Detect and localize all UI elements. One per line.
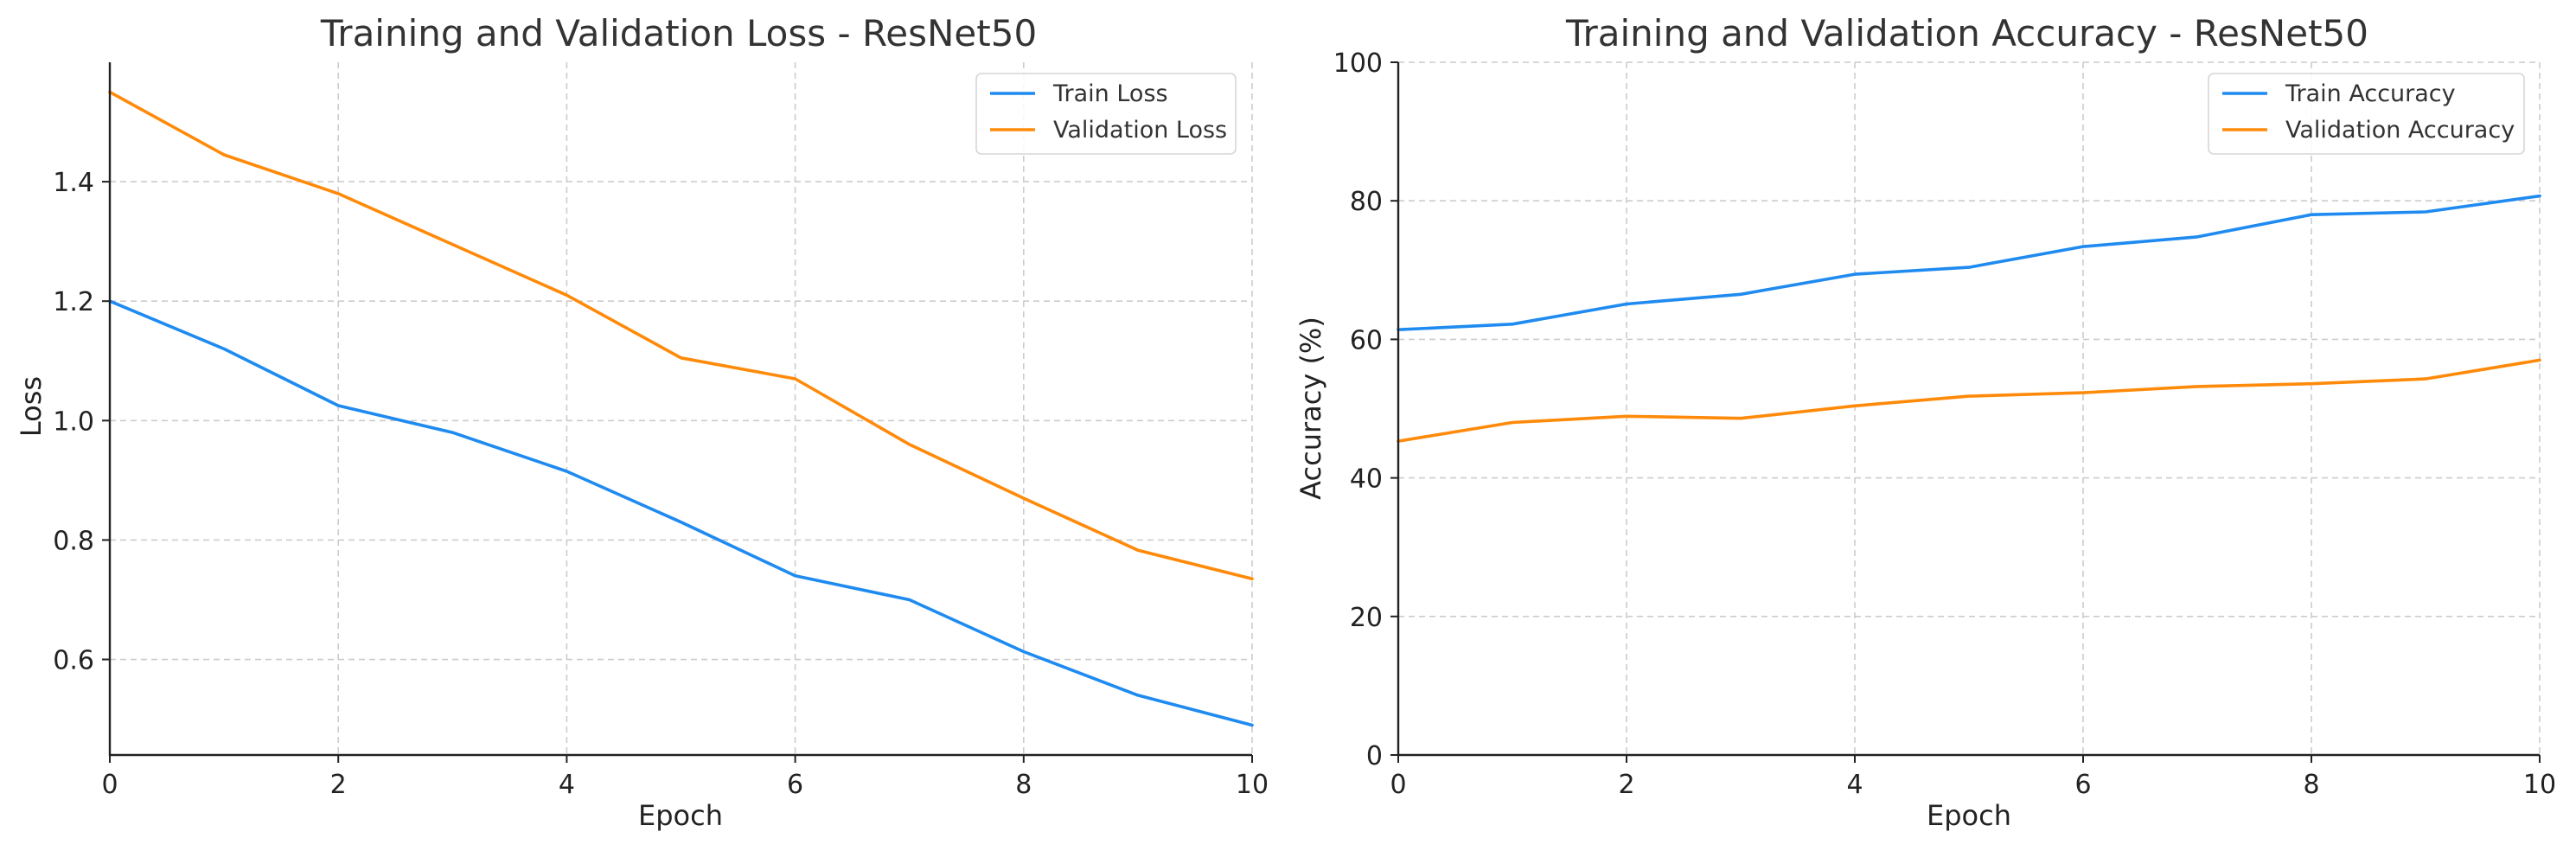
accuracy-chart-x-tick-label: 4	[1846, 770, 1863, 800]
loss-chart-x-tick-label: 6	[787, 770, 803, 800]
accuracy-chart-legend-train-label: Train Accuracy	[2285, 80, 2456, 107]
accuracy-chart-validation-line	[1397, 358, 2541, 443]
loss-chart-axes	[108, 62, 1252, 757]
accuracy-chart-y-tick-label: 20	[1350, 603, 1383, 633]
accuracy-chart-x-tick-label: 10	[2523, 770, 2556, 800]
loss-chart-y-axis-label: Loss	[15, 376, 48, 437]
accuracy-chart-x-tick-label: 6	[2074, 770, 2091, 800]
loss-chart-title: Training and Validation Loss - ResNet50	[320, 12, 1037, 54]
accuracy-chart-y-tick-label: 0	[1366, 741, 1383, 771]
accuracy-chart-y-tick-label: 100	[1333, 48, 1383, 79]
accuracy-chart-grid	[1397, 61, 2541, 756]
loss-chart-series	[108, 90, 1254, 727]
accuracy-chart-series	[1397, 194, 2541, 443]
accuracy-chart-x-tick-label: 2	[1618, 770, 1634, 800]
loss-chart-ticks: 0 2 4 6 8 10 0.6 0.8 1.0 1.2 1.4	[53, 168, 1269, 800]
accuracy-chart-legend-validation-label: Validation Accuracy	[2285, 117, 2515, 144]
loss-chart-y-tick-label: 0.8	[53, 526, 94, 556]
loss-chart-y-tick-label: 1.2	[53, 287, 94, 317]
loss-chart-grid	[109, 62, 1253, 755]
accuracy-chart-y-tick-label: 60	[1350, 325, 1383, 355]
accuracy-chart-y-tick-label: 40	[1350, 464, 1383, 495]
loss-chart-x-axis-label: Epoch	[638, 799, 723, 832]
accuracy-chart-x-tick-label: 0	[1390, 770, 1406, 800]
accuracy-chart-x-axis-label: Epoch	[1927, 799, 2011, 832]
loss-chart-x-tick-label: 8	[1015, 770, 1032, 800]
loss-chart: 0 2 4 6 8 10 0.6 0.8 1.0 1.2 1.4 Training and Vali…	[15, 12, 1269, 832]
loss-chart-x-tick-label: 10	[1236, 770, 1269, 800]
accuracy-chart-y-axis-label: Accuracy (%)	[1294, 317, 1327, 500]
loss-chart-y-tick-label: 0.6	[53, 646, 94, 676]
loss-chart-legend-validation-label: Validation Loss	[1053, 117, 1227, 144]
accuracy-chart-train-line	[1397, 194, 2541, 332]
loss-chart-train-line	[108, 299, 1254, 727]
accuracy-chart-legend: Train Accuracy Validation Accuracy	[2208, 73, 2525, 155]
loss-chart-y-tick-label: 1.4	[53, 168, 94, 198]
loss-chart-legend-train-label: Train Loss	[1052, 80, 1168, 107]
loss-chart-x-tick-label: 0	[101, 770, 118, 800]
loss-chart-legend-box	[975, 73, 1237, 155]
accuracy-chart-y-tick-label: 80	[1350, 187, 1383, 217]
accuracy-chart-x-tick-label: 8	[2303, 770, 2319, 800]
accuracy-chart-title: Training and Validation Accuracy - ResNe…	[1565, 12, 2368, 54]
loss-chart-validation-line	[108, 90, 1254, 581]
loss-chart-y-tick-label: 1.0	[53, 406, 94, 437]
accuracy-chart-axes	[1397, 62, 2540, 757]
accuracy-chart-legend-box	[2208, 73, 2525, 155]
loss-chart-legend: Train Loss Validation Loss	[975, 73, 1237, 155]
loss-chart-x-tick-label: 4	[559, 770, 575, 800]
loss-chart-x-tick-label: 2	[330, 770, 347, 800]
